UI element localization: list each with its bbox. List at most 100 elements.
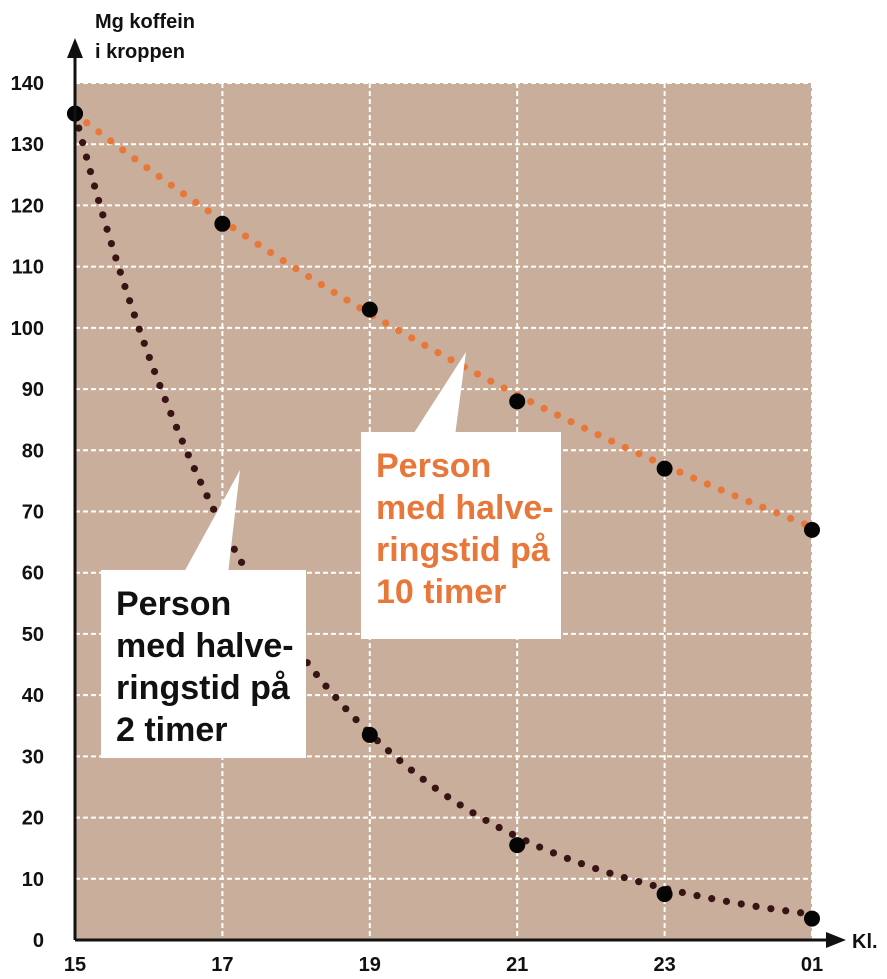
curve-dot (230, 545, 238, 553)
curve-dot (99, 211, 107, 219)
y-tick-label: 60 (22, 563, 44, 585)
curve-dot (782, 907, 790, 915)
curve-dot (693, 892, 701, 900)
curve-dot (508, 830, 517, 838)
x-tick-label: 19 (359, 954, 381, 976)
y-tick-label: 20 (22, 808, 44, 830)
curve-dot (343, 296, 351, 304)
x-tick-label: 21 (506, 954, 528, 976)
curve-dot (797, 909, 805, 917)
callout-text-line: ringstid på (116, 669, 290, 707)
curve-dot (121, 282, 129, 291)
curve-dot (342, 705, 350, 713)
curve-dot (708, 895, 716, 903)
curve-dot (116, 268, 124, 276)
curve-dot (635, 878, 643, 886)
curve-dot (447, 356, 455, 364)
callout-box (101, 570, 306, 758)
y-tick-label: 0 (33, 930, 44, 952)
callout-box (361, 432, 561, 639)
curve-dot (305, 273, 313, 281)
curve-dot (419, 775, 427, 783)
curve-dot (156, 381, 164, 390)
curve-dot (635, 450, 643, 458)
curve-dot (254, 240, 262, 248)
callout-pointer (412, 352, 466, 436)
curve-dot (135, 325, 143, 333)
curve-dot (145, 353, 153, 362)
curve-dot (487, 377, 495, 385)
curve-dot (155, 172, 163, 181)
x-tick-label: 17 (211, 954, 233, 976)
curve-dot (204, 207, 212, 215)
curve-dot (408, 334, 416, 342)
data-point (656, 886, 673, 903)
curve-dot (179, 190, 188, 198)
curve-dot (143, 164, 151, 172)
curve-dot (83, 119, 91, 127)
curve-dot (167, 181, 175, 189)
callout-text-line: Person (116, 585, 231, 623)
curve-dot (190, 465, 198, 473)
curve-dot (119, 146, 127, 154)
curve-dot (279, 257, 287, 265)
curve-dot (752, 902, 760, 911)
callout-text-line: med halve- (116, 627, 294, 665)
curve-dot (197, 478, 205, 486)
curve-dot (167, 409, 175, 418)
curve-dot (649, 881, 657, 890)
curve-dot (95, 128, 103, 136)
curve-dot (312, 670, 321, 679)
curve-dot (107, 239, 115, 248)
data-point (509, 837, 526, 854)
curve-dot (184, 451, 192, 459)
curve-dot (767, 905, 775, 913)
y-tick-label: 50 (22, 624, 44, 646)
curve-dot (407, 766, 416, 774)
callout-text-line: Person (376, 447, 491, 485)
curve-dot (536, 843, 544, 851)
curve-dot (594, 431, 602, 439)
curve-dot (745, 497, 753, 506)
data-point (361, 301, 378, 318)
curve-dot (292, 265, 300, 273)
curve-dot (86, 167, 95, 176)
curve-dot (126, 297, 134, 305)
curve-dot (382, 319, 390, 327)
y-tick-label: 100 (11, 318, 44, 340)
callout-half-life-10: Person med halve-ringstid på 10 timer (361, 352, 561, 639)
x-axis-title: Kl. (852, 931, 878, 953)
y-tick-label: 140 (11, 73, 44, 95)
curve-dot (717, 486, 725, 494)
y-tick-label: 30 (22, 746, 44, 768)
curve-dot (209, 505, 218, 513)
curve-dot (540, 404, 548, 413)
curve-dot (580, 424, 589, 432)
y-tick-label: 120 (11, 195, 44, 217)
curve-dot (267, 248, 275, 257)
curve-dot (690, 474, 698, 482)
series-half-life-10 (67, 105, 820, 538)
curve-dot (203, 492, 211, 500)
y-axis-title-line-2: i kroppen (95, 41, 185, 63)
curve-dot (608, 437, 616, 445)
curve-dot (567, 418, 575, 426)
callout-half-life-2: Person med halve-ringstid på 2 timer (101, 470, 306, 758)
callout-text-line: ringstid på (376, 531, 550, 569)
curve-dot (495, 823, 503, 832)
curve-dot (469, 809, 477, 817)
axes: Mg koffein i kroppen Kl. 010203040506070… (11, 11, 878, 976)
curve-dot (444, 793, 452, 801)
curve-dot (103, 225, 111, 233)
y-axis-title-line-1: Mg koffein (95, 11, 195, 33)
curve-dot (434, 348, 442, 357)
curve-dot (395, 326, 403, 335)
x-tick-label: 23 (653, 954, 675, 976)
x-tick-label: 01 (801, 954, 823, 976)
curve-dot (431, 784, 439, 792)
curve-dot (621, 443, 629, 452)
curve-dot (731, 492, 739, 500)
y-tick-label: 40 (22, 685, 44, 707)
curve-dot (130, 311, 138, 319)
